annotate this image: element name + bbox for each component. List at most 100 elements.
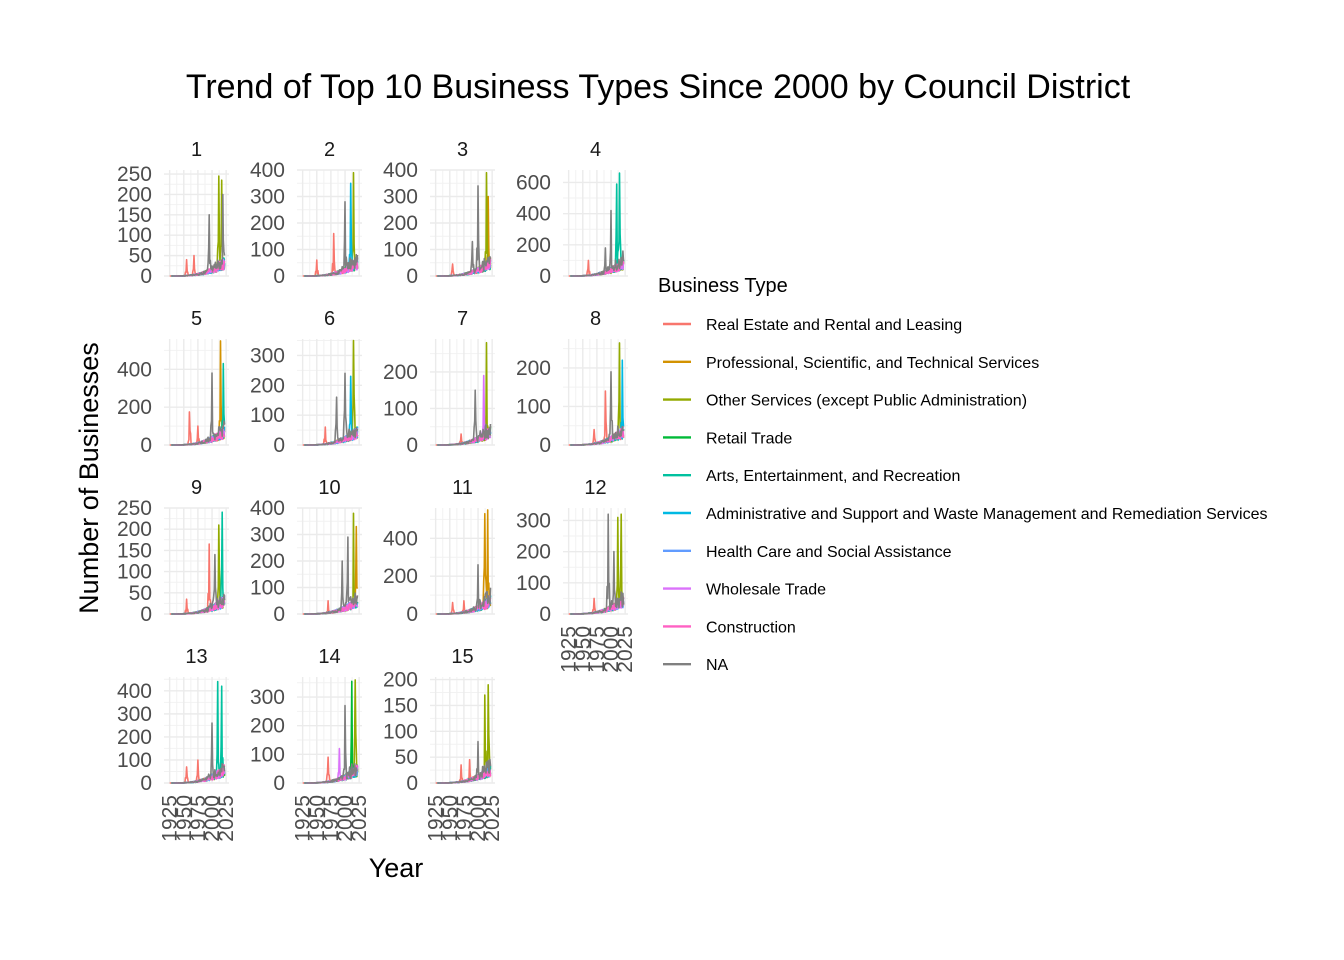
y-axis-title: Number of Businesses bbox=[74, 342, 104, 614]
facet-label: 5 bbox=[191, 308, 202, 330]
facet-label: 8 bbox=[590, 308, 601, 330]
y-tick-label: 400 bbox=[250, 159, 285, 182]
x-tick-label: 1925 bbox=[292, 795, 315, 842]
y-tick-label: 100 bbox=[117, 224, 152, 247]
y-tick-label: 250 bbox=[117, 497, 152, 520]
series-line-na bbox=[437, 185, 492, 277]
y-tick-label: 50 bbox=[395, 746, 418, 769]
y-tick-label: 300 bbox=[516, 509, 551, 532]
facet-label: 14 bbox=[318, 646, 340, 668]
series-line-na bbox=[304, 536, 359, 615]
y-tick-label: 300 bbox=[250, 686, 285, 709]
chart-title: Trend of Top 10 Business Types Since 200… bbox=[185, 68, 1131, 106]
y-tick-label: 400 bbox=[250, 497, 285, 520]
facet-label: 6 bbox=[324, 308, 335, 330]
facet-label: 11 bbox=[452, 477, 473, 499]
y-tick-label: 100 bbox=[516, 395, 551, 418]
y-tick-label: 0 bbox=[406, 772, 418, 795]
x-tick-label: 1975 bbox=[187, 795, 210, 842]
legend-title: Business Type bbox=[658, 275, 788, 297]
y-tick-label: 300 bbox=[250, 344, 285, 367]
y-tick-label: 0 bbox=[539, 603, 551, 626]
y-tick-label: 100 bbox=[250, 577, 285, 600]
y-tick-label: 400 bbox=[383, 527, 418, 550]
y-tick-label: 200 bbox=[250, 715, 285, 738]
y-tick-label: 200 bbox=[383, 212, 418, 235]
y-tick-label: 150 bbox=[383, 694, 418, 717]
facet-label: 2 bbox=[324, 139, 335, 161]
y-tick-label: 100 bbox=[250, 404, 285, 427]
x-tick-label: 1950 bbox=[439, 795, 462, 842]
y-tick-label: 400 bbox=[117, 358, 152, 381]
series-line-na bbox=[171, 193, 226, 277]
x-tick-label: 2025 bbox=[215, 795, 238, 842]
y-tick-label: 200 bbox=[117, 518, 152, 541]
legend-entry: Real Estate and Rental and Leasing bbox=[706, 317, 962, 334]
x-tick-label: 1925 bbox=[425, 795, 448, 842]
y-tick-label: 100 bbox=[250, 743, 285, 766]
y-tick-label: 200 bbox=[516, 357, 551, 380]
facet-label: 9 bbox=[191, 477, 202, 499]
y-tick-label: 0 bbox=[273, 772, 285, 795]
x-tick-label: 2025 bbox=[481, 795, 504, 842]
facet-label: 12 bbox=[584, 477, 606, 499]
x-tick-label: 1975 bbox=[586, 626, 609, 673]
y-tick-label: 250 bbox=[117, 163, 152, 186]
series-line-na bbox=[304, 201, 359, 277]
series-line-na bbox=[437, 389, 492, 446]
x-tick-label: 1950 bbox=[572, 626, 595, 673]
y-tick-label: 0 bbox=[539, 265, 551, 288]
y-tick-label: 200 bbox=[117, 396, 152, 419]
facet-label: 15 bbox=[451, 646, 473, 668]
y-tick-label: 0 bbox=[140, 772, 152, 795]
facet-label: 10 bbox=[318, 477, 340, 499]
y-tick-label: 400 bbox=[383, 159, 418, 182]
y-tick-label: 0 bbox=[273, 434, 285, 457]
facet-label: 13 bbox=[185, 646, 207, 668]
x-tick-label: 1975 bbox=[320, 795, 343, 842]
x-tick-label: 1925 bbox=[558, 626, 581, 673]
y-tick-label: 100 bbox=[383, 720, 418, 743]
legend-entry: Other Services (except Public Administra… bbox=[706, 393, 1027, 410]
x-tick-label: 2000 bbox=[467, 795, 490, 842]
y-tick-label: 200 bbox=[250, 212, 285, 235]
series-line-na bbox=[437, 740, 492, 784]
y-tick-label: 300 bbox=[250, 186, 285, 209]
x-axis-title: Year bbox=[369, 853, 424, 883]
x-tick-label: 2025 bbox=[348, 795, 371, 842]
x-tick-label: 2000 bbox=[600, 626, 623, 673]
series-line-na bbox=[570, 370, 625, 446]
legend-entry: NA bbox=[706, 657, 729, 674]
y-tick-label: 200 bbox=[117, 726, 152, 749]
y-tick-label: 200 bbox=[250, 374, 285, 397]
y-tick-label: 100 bbox=[516, 572, 551, 595]
x-tick-label: 2000 bbox=[201, 795, 224, 842]
y-tick-label: 50 bbox=[129, 582, 152, 605]
facet-label: 4 bbox=[590, 139, 601, 161]
y-tick-label: 0 bbox=[406, 434, 418, 457]
legend-entry: Wholesale Trade bbox=[706, 582, 826, 599]
y-tick-label: 200 bbox=[383, 669, 418, 692]
y-tick-label: 0 bbox=[406, 265, 418, 288]
y-tick-label: 150 bbox=[117, 539, 152, 562]
series-line-na bbox=[304, 372, 359, 446]
x-tick-label: 1950 bbox=[306, 795, 329, 842]
series-line-na bbox=[304, 704, 358, 784]
y-tick-label: 100 bbox=[383, 239, 418, 262]
y-tick-label: 200 bbox=[383, 565, 418, 588]
series-line-na bbox=[570, 209, 625, 277]
legend-entry: Retail Trade bbox=[706, 430, 792, 447]
legend-entry: Administrative and Support and Waste Man… bbox=[706, 506, 1267, 523]
x-tick-label: 1975 bbox=[453, 795, 476, 842]
y-tick-label: 100 bbox=[250, 239, 285, 262]
legend-entry: Arts, Entertainment, and Recreation bbox=[706, 468, 960, 485]
y-tick-label: 200 bbox=[383, 361, 418, 384]
y-tick-label: 0 bbox=[273, 603, 285, 626]
y-tick-label: 0 bbox=[273, 265, 285, 288]
y-tick-label: 200 bbox=[250, 550, 285, 573]
y-tick-label: 200 bbox=[117, 183, 152, 206]
series-line-na bbox=[171, 553, 226, 615]
series-line-na bbox=[171, 722, 226, 784]
series-line-na bbox=[437, 563, 492, 615]
